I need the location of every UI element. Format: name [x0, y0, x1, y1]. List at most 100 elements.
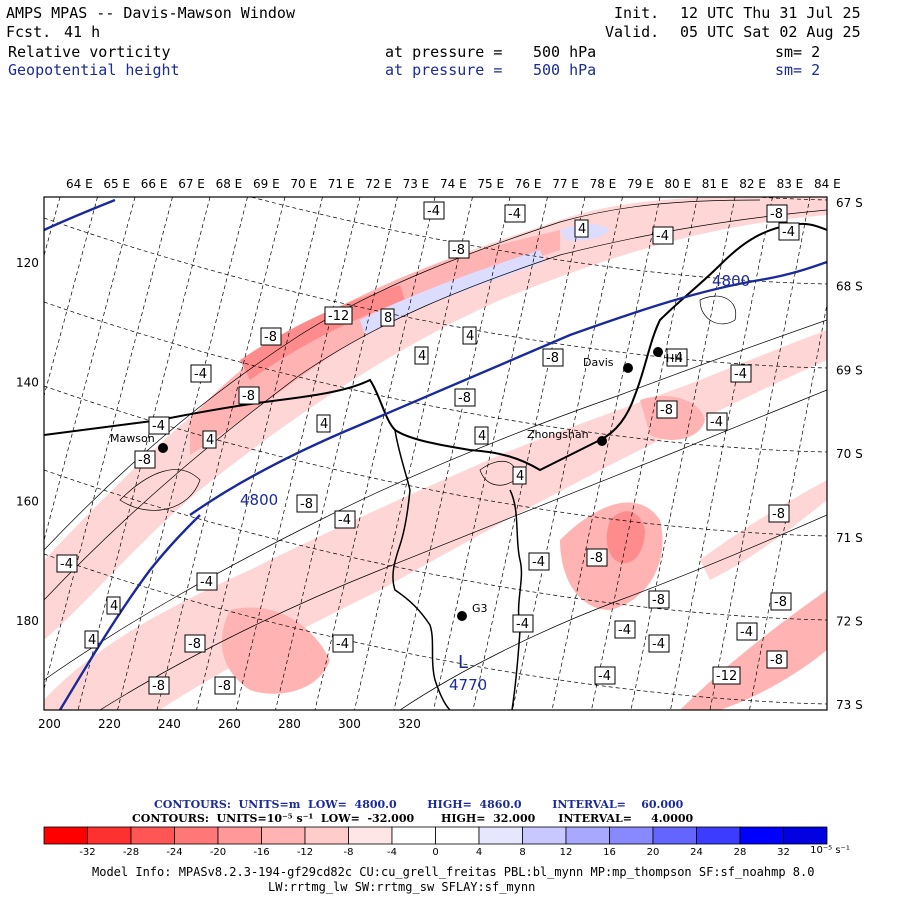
- colorbar-swatch: [174, 826, 219, 845]
- svg-text:-8: -8: [774, 595, 787, 610]
- vorticity-label: -8: [296, 494, 318, 513]
- lon-tick-label: 71 E: [328, 177, 355, 191]
- svg-text:-4: -4: [670, 351, 683, 366]
- colorbar-swatch: [87, 826, 132, 845]
- lon-tick-label: 74 E: [440, 177, 467, 191]
- svg-text:G3: G3: [472, 602, 488, 615]
- svg-text:-12: -12: [716, 669, 737, 684]
- colorbar-tick-label: 24: [690, 847, 703, 858]
- lon-tick-label: 65 E: [103, 177, 130, 191]
- colorbar-tick-label: 12: [559, 847, 573, 858]
- vorticity-label: 4: [512, 466, 527, 485]
- vorticity-label: -8: [260, 327, 282, 346]
- svg-text:-4: -4: [598, 669, 611, 684]
- station-mawson: Mawson: [110, 432, 168, 453]
- vorticity-contours: [44, 199, 827, 710]
- lat-tick-label: 69 S: [836, 363, 863, 377]
- fcst-value: 41 h: [64, 23, 101, 41]
- colorbar-tick-label: 28: [733, 847, 747, 858]
- valid-value: 05 UTC Sat 02 Aug 25: [680, 23, 861, 41]
- station-g3: G3: [457, 602, 488, 621]
- field1-name: Relative vorticity: [8, 43, 171, 61]
- vorticity-label: 8: [380, 308, 395, 327]
- field1-pressure-value: 500 hPa: [533, 43, 597, 61]
- height-contour-info: CONTOURS: UNITS=m LOW= 4800.0 HIGH= 4860…: [154, 798, 684, 811]
- station-zhongshan: Zhongshan: [527, 428, 607, 446]
- colorbar-swatch: [565, 826, 610, 845]
- map-title: AMPS MPAS -- Davis-Mawson Window: [6, 4, 295, 22]
- svg-text:HH: HH: [666, 352, 683, 365]
- colorbar-tick-label: -8: [343, 847, 354, 858]
- vorticity-label: 4: [106, 596, 121, 615]
- lon-tick-label: 73 E: [403, 177, 430, 191]
- svg-text:-8: -8: [452, 243, 465, 258]
- vorticity-label: 4: [84, 630, 99, 649]
- vorticity-label: -8: [214, 676, 236, 695]
- colorbar-swatch: [217, 826, 262, 845]
- lon-tick-label: 84 E: [814, 177, 841, 191]
- colorbar-swatch: [739, 826, 784, 845]
- y-tick-label: 120: [16, 256, 39, 270]
- vorticity-label: -8: [648, 590, 670, 609]
- svg-text:-4: -4: [656, 229, 669, 244]
- svg-text:4: 4: [88, 633, 96, 648]
- colorbar-swatch: [348, 826, 393, 845]
- vorticity-label: 4: [574, 219, 589, 238]
- field2-pressure-value: 500 hPa: [533, 61, 597, 79]
- svg-text:-4: -4: [532, 555, 545, 570]
- vorticity-label: -4: [614, 620, 636, 639]
- init-label: Init.: [614, 4, 660, 22]
- lat-tick-label: 70 S: [836, 447, 863, 461]
- svg-text:-12: -12: [328, 309, 349, 324]
- colorbar-units: 10⁻⁵ s⁻¹: [810, 845, 850, 856]
- vorticity-label: -4: [652, 226, 674, 245]
- height-contour-label: 4800: [240, 491, 278, 509]
- vorticity-label: 4: [316, 414, 331, 433]
- field1-pressure-label: at pressure =: [385, 43, 503, 61]
- svg-text:-4: -4: [710, 415, 723, 430]
- vorticity-label: -8: [766, 204, 788, 223]
- lon-tick-label: 80 E: [664, 177, 691, 191]
- lon-tick-label: 69 E: [253, 177, 280, 191]
- svg-text:-4: -4: [427, 204, 440, 219]
- lon-tick-label: 64 E: [66, 177, 93, 191]
- y-tick-label: 140: [16, 375, 39, 389]
- vorticity-label: -8: [542, 348, 564, 367]
- colorbar-swatch: [522, 826, 567, 845]
- lon-tick-label: 77 E: [552, 177, 579, 191]
- svg-text:Zhongshan: Zhongshan: [527, 428, 589, 441]
- vorticity-label: 4: [462, 326, 477, 345]
- valid-label: Valid.: [605, 23, 660, 41]
- svg-text:4: 4: [320, 417, 328, 432]
- svg-text:-4: -4: [618, 623, 631, 638]
- colorbar-swatch: [609, 826, 654, 845]
- vorticity-label: 4: [474, 426, 489, 445]
- svg-text:-8: -8: [770, 653, 783, 668]
- svg-text:-8: -8: [590, 551, 603, 566]
- vorticity-label: -4: [666, 348, 688, 367]
- lat-tick-label: 67 S: [836, 196, 863, 210]
- colorbar-swatch: [391, 826, 436, 845]
- svg-text:-8: -8: [218, 679, 231, 694]
- vorticity-label: -12: [712, 666, 741, 685]
- svg-text:Davis: Davis: [583, 356, 614, 369]
- lat-tick-label: 71 S: [836, 531, 863, 545]
- vorticity-label: -8: [766, 650, 788, 669]
- geopotential-contours: [44, 198, 827, 710]
- map-frame: [43, 196, 828, 711]
- svg-text:-4: -4: [734, 367, 747, 382]
- lon-tick-label: 67 E: [178, 177, 205, 191]
- colorbar-tick-label: 20: [646, 847, 660, 858]
- colorbar-swatch: [652, 826, 697, 845]
- vorticity-label: -4: [706, 412, 728, 431]
- svg-text:8: 8: [384, 311, 392, 326]
- lon-tick-label: 75 E: [477, 177, 504, 191]
- colorbar-tick-label: -20: [209, 847, 227, 858]
- svg-text:-8: -8: [242, 389, 255, 404]
- lon-tick-label: 66 E: [141, 177, 168, 191]
- svg-text:-8: -8: [264, 330, 277, 345]
- colorbar-swatch: [43, 826, 88, 845]
- colorbar-swatch: [435, 826, 480, 845]
- colorbar-tick-label: -24: [166, 847, 183, 858]
- svg-text:-4: -4: [60, 557, 73, 572]
